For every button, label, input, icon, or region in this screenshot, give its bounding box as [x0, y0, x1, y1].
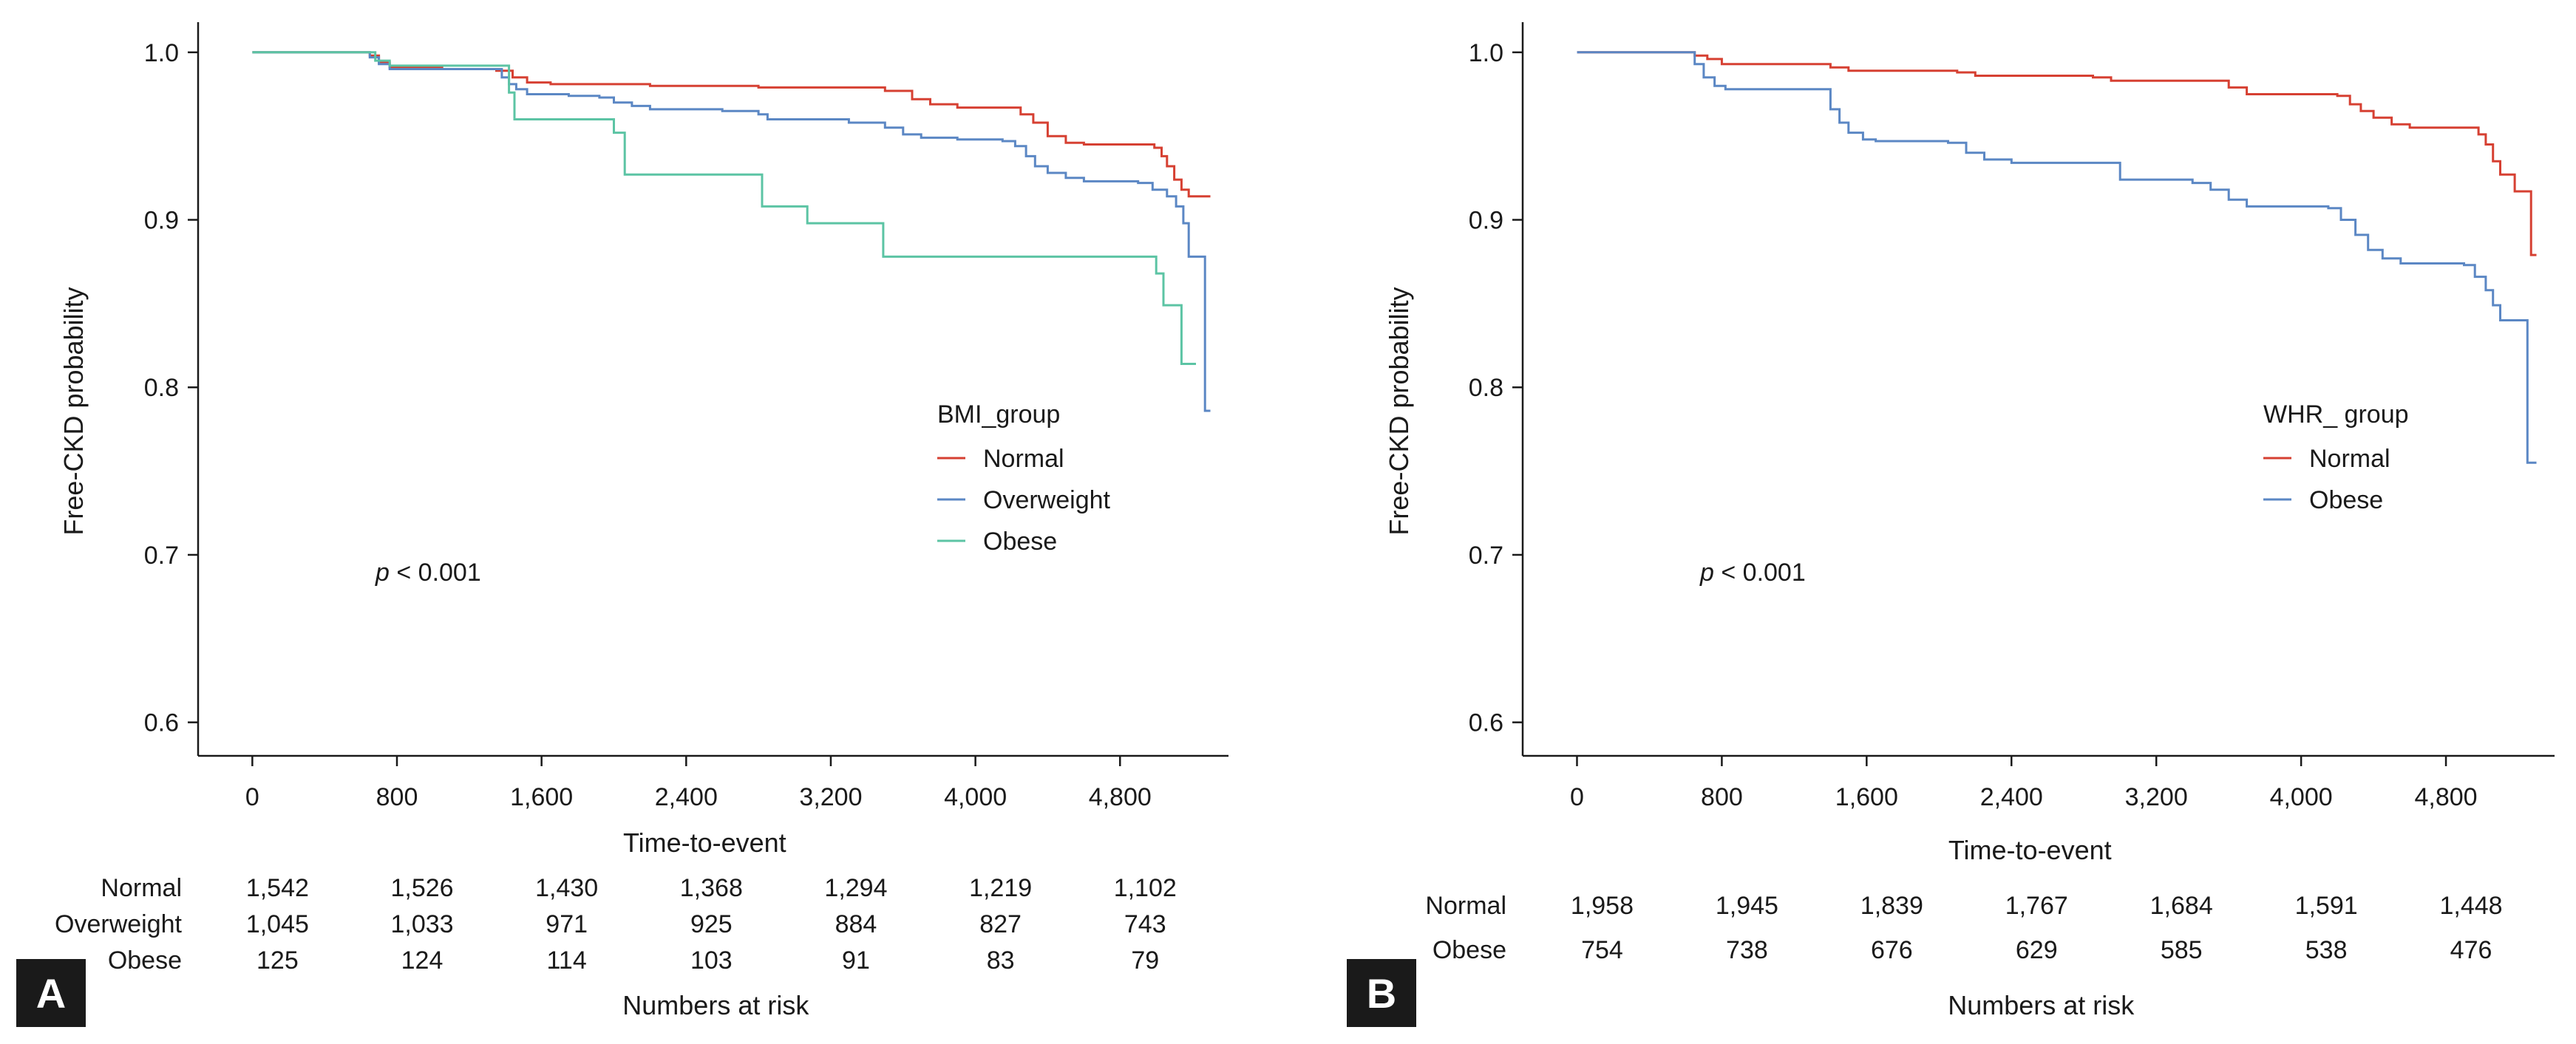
y-axis-title: Free-CKD probability [58, 287, 89, 535]
series-line-overweight [252, 51, 1211, 412]
legend-label: Overweight [983, 486, 1111, 514]
y-tick-label: 1.0 [1469, 39, 1503, 67]
p-value-annotation: p < 0.001 [375, 559, 481, 587]
risk-value: 1,045 [246, 910, 309, 938]
risk-value: 1,430 [535, 874, 598, 902]
x-axis-title: Time-to-event [1948, 835, 2112, 865]
x-tick-label: 0 [245, 783, 259, 811]
risk-value: 114 [547, 946, 587, 975]
series-line-obese [252, 51, 1196, 365]
x-tick-label: 2,400 [1980, 783, 2043, 811]
risk-value: 1,033 [390, 910, 453, 938]
risk-value: 125 [256, 946, 299, 975]
x-tick-label: 1,600 [510, 783, 573, 811]
series-line-normal [1577, 51, 2537, 256]
risk-value: 1,684 [2150, 892, 2213, 920]
panel-label: A [36, 970, 66, 1017]
risk-row-label: Normal [1425, 892, 1506, 920]
risk-value: 83 [987, 946, 1015, 975]
legend-label: Obese [2309, 486, 2383, 514]
risk-value: 971 [546, 910, 588, 938]
y-tick-label: 0.9 [1469, 207, 1503, 235]
legend-label: Normal [2309, 445, 2390, 473]
risk-value: 1,368 [680, 874, 743, 902]
risk-row-label: Obese [108, 946, 182, 975]
risk-value: 1,102 [1114, 874, 1177, 902]
p-value-text: < 0.001 [390, 559, 481, 587]
risk-row-label: Obese [1433, 936, 1506, 964]
series-line-obese [1577, 51, 2537, 464]
x-tick-label: 0 [1570, 783, 1584, 811]
y-tick-label: 0.9 [144, 207, 179, 235]
p-value-text: < 0.001 [1714, 559, 1806, 587]
risk-value: 538 [2305, 936, 2348, 964]
panel-label-box [16, 959, 86, 1027]
legend-label: Normal [983, 445, 1064, 473]
risk-value: 1,591 [2295, 892, 2358, 920]
risk-value: 884 [835, 910, 877, 938]
y-tick-label: 0.8 [144, 374, 179, 402]
panel-a: 0.6 0.7 0.8 0.9 1.0 0 800 1,600 2,400 3,200 4,000 4… [16, 22, 1228, 1027]
risk-value: 1,945 [1716, 892, 1778, 920]
x-tick-label: 800 [1701, 783, 1743, 811]
risk-value: 925 [690, 910, 733, 938]
risk-value: 1,542 [246, 874, 309, 902]
p-symbol: p [375, 559, 390, 587]
risk-value: 124 [401, 946, 444, 975]
x-tick-label: 3,200 [2125, 783, 2188, 811]
x-tick-label: 4,800 [1089, 783, 1152, 811]
risk-value: 103 [690, 946, 733, 975]
risk-value: 1,219 [969, 874, 1032, 902]
risk-table-title: Numbers at risk [1948, 990, 2135, 1020]
x-tick-label: 3,200 [799, 783, 862, 811]
risk-value: 79 [1131, 946, 1159, 975]
risk-value: 754 [1581, 936, 1623, 964]
risk-row-label: Overweight [55, 910, 183, 938]
risk-row-label: Normal [101, 874, 182, 902]
risk-value: 629 [2016, 936, 2058, 964]
p-value-annotation: p < 0.001 [1699, 559, 1806, 587]
panel-label: B [1367, 970, 1396, 1017]
x-tick-label: 1,600 [1835, 783, 1898, 811]
legend-title: WHR_ group [2263, 400, 2409, 429]
x-tick-label: 4,800 [2415, 783, 2478, 811]
x-tick-label: 4,000 [944, 783, 1007, 811]
y-tick-label: 0.6 [1469, 709, 1503, 737]
legend-title: BMI_group [937, 400, 1060, 429]
y-tick-label: 1.0 [144, 39, 179, 67]
x-tick-label: 2,400 [655, 783, 718, 811]
panel-label-box [1347, 959, 1416, 1027]
x-tick-label: 800 [376, 783, 418, 811]
risk-table-title: Numbers at risk [622, 990, 809, 1020]
risk-value: 676 [1871, 936, 1913, 964]
y-tick-label: 0.6 [144, 709, 179, 737]
risk-value: 91 [842, 946, 870, 975]
risk-value: 743 [1124, 910, 1166, 938]
risk-value: 1,767 [2005, 892, 2068, 920]
p-symbol: p [1699, 559, 1714, 587]
risk-value: 585 [2161, 936, 2203, 964]
risk-value: 1,294 [824, 874, 887, 902]
risk-value: 827 [979, 910, 1022, 938]
y-tick-label: 0.7 [144, 542, 179, 570]
y-axis-title: Free-CKD probability [1384, 287, 1414, 535]
panel-b: 0.6 0.7 0.8 0.9 1.0 0 800 1,600 2,400 3,200 4,000 4… [1347, 22, 2555, 1027]
risk-value: 1,448 [2440, 892, 2503, 920]
y-tick-label: 0.8 [1469, 374, 1503, 402]
risk-value: 1,839 [1860, 892, 1923, 920]
x-tick-label: 4,000 [2270, 783, 2333, 811]
legend-label: Obese [983, 528, 1057, 556]
risk-value: 476 [2450, 936, 2492, 964]
x-axis-title: Time-to-event [623, 828, 786, 858]
y-tick-label: 0.7 [1469, 542, 1503, 570]
risk-value: 738 [1726, 936, 1768, 964]
risk-value: 1,958 [1571, 892, 1634, 920]
risk-value: 1,526 [390, 874, 453, 902]
